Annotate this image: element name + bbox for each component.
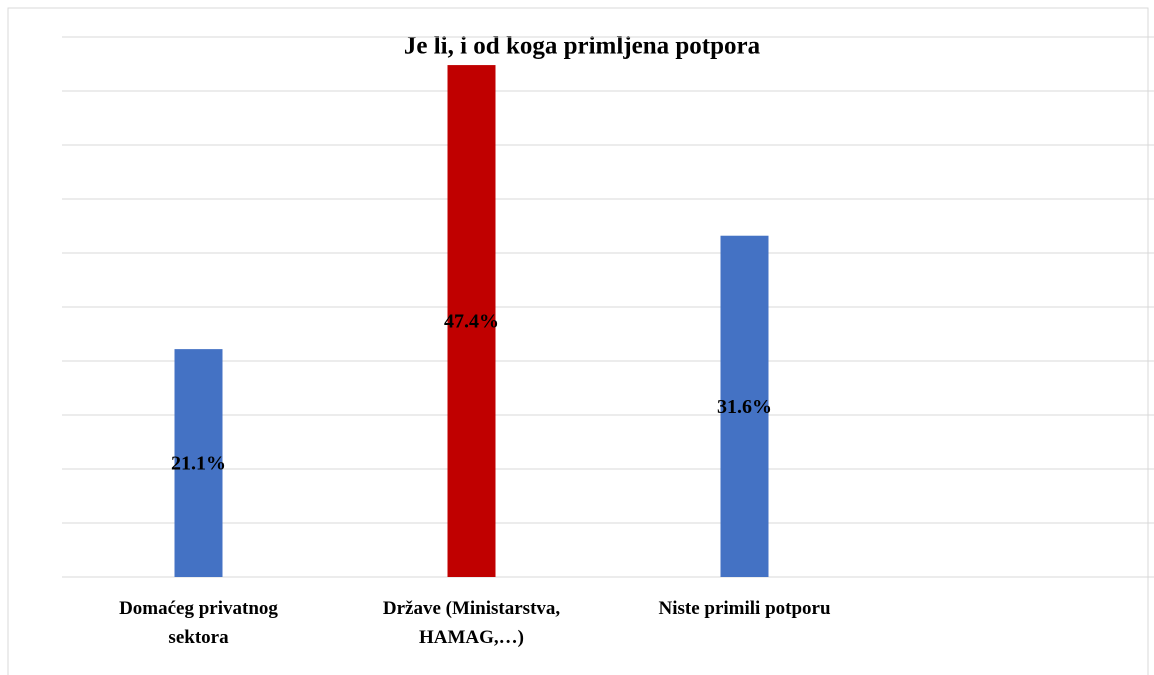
bar	[720, 235, 769, 577]
x-tick-label: Domaćeg privatnog sektora	[119, 598, 278, 648]
bar	[447, 65, 496, 577]
data-label: 47.4%	[444, 311, 499, 333]
data-label: 31.6%	[717, 396, 772, 418]
chart-border	[7, 7, 1149, 675]
x-tick-label: Države (Ministarstva, HAMAG,…)	[382, 598, 561, 648]
x-tick-label-box: Domaćeg privatnog sektora	[119, 598, 278, 648]
bar	[174, 349, 223, 577]
x-tick-label-box: Niste primili potporu	[658, 598, 831, 619]
x-tick-label-box: Države (Ministarstva, HAMAG,…)	[382, 598, 561, 648]
x-tick-label: Niste primili potporu	[658, 598, 831, 619]
data-label: 21.1%	[171, 453, 226, 475]
